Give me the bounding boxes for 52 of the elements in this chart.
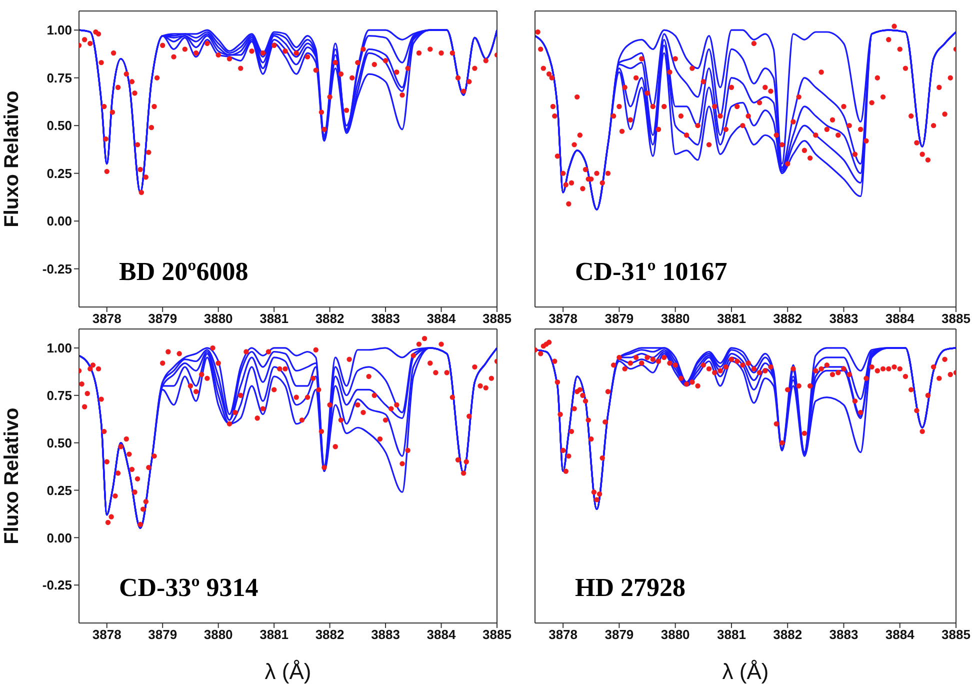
x-tick-label: 3885 <box>482 627 512 642</box>
x-tick-label: 3883 <box>829 311 858 326</box>
x-tick-label: 3879 <box>604 311 634 326</box>
x-tick-label: 3879 <box>604 627 634 642</box>
x-tick-label: 3879 <box>148 627 178 642</box>
x-tick-label: 3881 <box>717 627 746 642</box>
x-tick-label: 3880 <box>660 311 690 326</box>
x-tick-label: 3880 <box>204 627 233 642</box>
y-tick-label: 0.75 <box>46 70 72 86</box>
x-tick-label: 3882 <box>315 627 344 642</box>
x-tick-label: 3881 <box>260 311 289 326</box>
x-tick-label: 3885 <box>482 311 512 326</box>
y-axis-title: Fluxo Relativo <box>1 408 24 544</box>
x-tick-label: 3878 <box>548 627 578 642</box>
y-tick-label: 0.75 <box>46 388 72 403</box>
x-tick-label: 3884 <box>426 311 456 326</box>
y-tick-label: 0.50 <box>46 435 72 450</box>
x-tick-label: 3878 <box>92 627 122 642</box>
x-axis-title: λ (Å) <box>264 659 312 684</box>
y-tick-label: 0.00 <box>46 214 72 229</box>
y-tick-label: -0.25 <box>42 578 72 593</box>
x-tick-label: 3878 <box>548 311 578 326</box>
x-tick-label: 3879 <box>148 311 178 326</box>
x-tick-label: 3881 <box>260 627 289 642</box>
x-tick-label: 3883 <box>829 627 858 642</box>
y-axis-title: Fluxo Relativo <box>1 90 24 228</box>
x-tick-label: 3885 <box>942 627 970 642</box>
x-tick-label: 3882 <box>773 311 802 326</box>
x-tick-label: 3882 <box>315 311 344 326</box>
x-tick-label: 3878 <box>92 311 122 326</box>
y-tick-label: 0.00 <box>46 530 72 546</box>
x-tick-label: 3884 <box>426 627 456 642</box>
x-tick-label: 3881 <box>717 311 746 326</box>
x-axis-title: λ (Å) <box>722 659 769 684</box>
x-tick-label: 3883 <box>371 627 400 642</box>
y-tick-label: -0.25 <box>42 261 72 276</box>
x-tick-label: 3882 <box>773 627 802 642</box>
y-tick-label: 0.25 <box>46 166 72 181</box>
annotation: CD-33º 9314 <box>119 573 258 603</box>
x-tick-label: 3880 <box>660 627 690 642</box>
annotation: HD 27928 <box>575 573 686 603</box>
x-tick-label: 3884 <box>885 627 916 642</box>
y-tick-label: 0.50 <box>46 118 72 134</box>
x-tick-label: 3885 <box>942 311 970 326</box>
x-tick-label: 3883 <box>371 311 400 326</box>
annotation: BD 20º6008 <box>119 257 248 287</box>
x-tick-label: 3884 <box>885 311 916 326</box>
annotation: CD-31º 10167 <box>575 257 728 287</box>
y-tick-label: 1.00 <box>46 22 72 38</box>
y-tick-label: 0.25 <box>46 482 72 498</box>
y-tick-label: 1.00 <box>46 340 72 356</box>
x-tick-label: 3880 <box>204 311 233 326</box>
